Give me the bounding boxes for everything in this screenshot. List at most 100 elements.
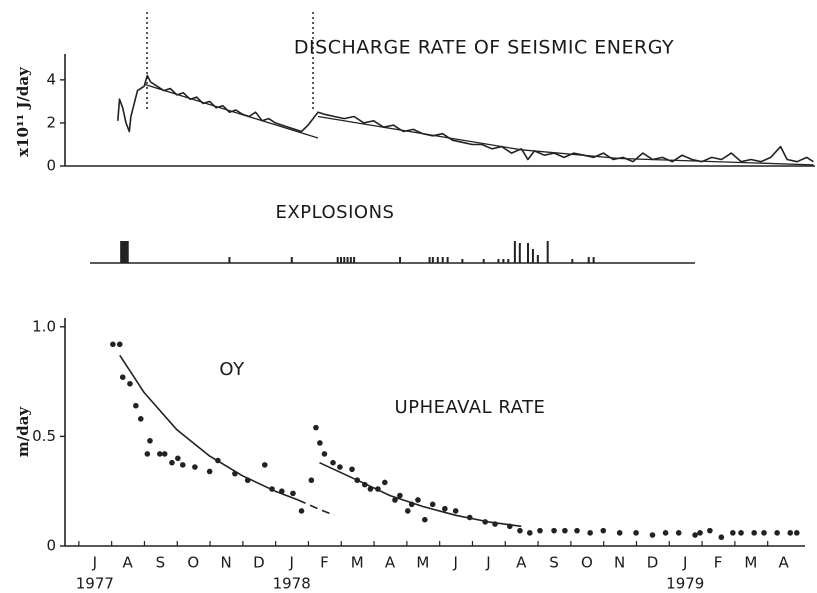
year-label: 1978 [273, 575, 311, 593]
bar [428, 257, 431, 263]
y-tick-label: 0 [46, 157, 56, 175]
bar [399, 257, 402, 263]
bar [121, 241, 124, 263]
x-tick-label: N [614, 554, 625, 572]
bar [587, 257, 590, 263]
y-tick-label: 0.5 [32, 427, 56, 445]
data-point [116, 341, 123, 348]
data-line [117, 74, 814, 163]
data-point [616, 530, 623, 536]
data-point [110, 341, 116, 348]
x-tick-label: A [385, 554, 396, 572]
data-point [192, 464, 198, 470]
data-point [452, 508, 459, 514]
bar [518, 243, 521, 263]
bar [339, 257, 342, 263]
bar [507, 259, 510, 263]
bar [290, 257, 293, 263]
data-point [175, 455, 181, 462]
bar [431, 257, 434, 263]
data-point [600, 527, 607, 534]
data-point [308, 477, 315, 484]
data-point [697, 530, 703, 536]
bar [346, 257, 349, 263]
x-tick-label: M [416, 554, 429, 572]
data-point [707, 527, 713, 534]
bar [502, 259, 505, 263]
y-tick-label: 2 [46, 113, 56, 131]
bar [446, 257, 449, 263]
y-axis-label: x10¹¹ J/day [14, 66, 32, 157]
data-point [147, 437, 153, 444]
data-point [382, 479, 388, 486]
data-point [298, 508, 305, 514]
data-point [537, 527, 543, 534]
data-point [397, 492, 403, 499]
data-point [429, 501, 436, 508]
bar [513, 241, 516, 263]
bar [497, 259, 500, 263]
x-tick-label: A [123, 554, 134, 572]
data-point [206, 468, 213, 475]
year-label: 1977 [76, 575, 114, 593]
data-point [761, 530, 767, 536]
data-point [404, 508, 411, 514]
data-point [517, 527, 523, 534]
data-point [774, 530, 780, 536]
year-label: 1979 [666, 575, 704, 593]
data-point [649, 532, 656, 538]
data-point [587, 530, 593, 536]
data-line [119, 354, 299, 501]
bar [592, 257, 595, 263]
bar [571, 259, 574, 263]
data-line [319, 461, 522, 528]
x-tick-label: J [288, 554, 293, 572]
annotation: UPHEAVAL RATE [395, 397, 546, 418]
data-point [562, 527, 568, 534]
x-tick-label: A [516, 554, 527, 572]
x-tick-label: N [220, 554, 231, 572]
y-tick-label: 4 [46, 70, 56, 88]
data-line [297, 499, 335, 517]
x-tick-label: F [714, 554, 723, 572]
bar [349, 257, 352, 263]
chart-title: DISCHARGE RATE OF SEISMIC ENERGY [294, 37, 674, 59]
data-point [718, 534, 725, 541]
data-point [442, 505, 448, 512]
x-tick-label: S [549, 554, 559, 572]
bar [436, 257, 439, 263]
trend-line [317, 115, 814, 166]
data-point [337, 464, 343, 470]
x-tick-label: J [92, 554, 97, 572]
data-point [330, 459, 336, 466]
x-tick-label: J [682, 554, 687, 572]
bar [343, 257, 346, 263]
bar [482, 259, 485, 263]
y-tick-label: 0 [46, 537, 56, 555]
data-point [156, 451, 163, 457]
bar [353, 257, 356, 263]
x-tick-label: O [581, 554, 593, 572]
data-point [349, 466, 355, 473]
bar [461, 259, 464, 263]
data-point [261, 462, 268, 468]
bar [125, 241, 128, 263]
bar [228, 257, 231, 263]
x-tick-label: D [647, 554, 659, 572]
x-tick-label: J [485, 554, 490, 572]
data-point [730, 530, 736, 536]
data-point [169, 459, 175, 466]
x-tick-label: S [156, 554, 166, 572]
data-point [161, 451, 168, 457]
x-tick-label: M [744, 554, 757, 572]
bar [123, 241, 126, 263]
data-point [415, 497, 421, 503]
data-point [422, 516, 428, 523]
data-point [137, 416, 144, 422]
x-tick-label: M [351, 554, 364, 572]
data-point [179, 462, 186, 468]
x-tick-label: F [320, 554, 329, 572]
x-tick-label: J [452, 554, 457, 572]
data-point [662, 530, 669, 536]
